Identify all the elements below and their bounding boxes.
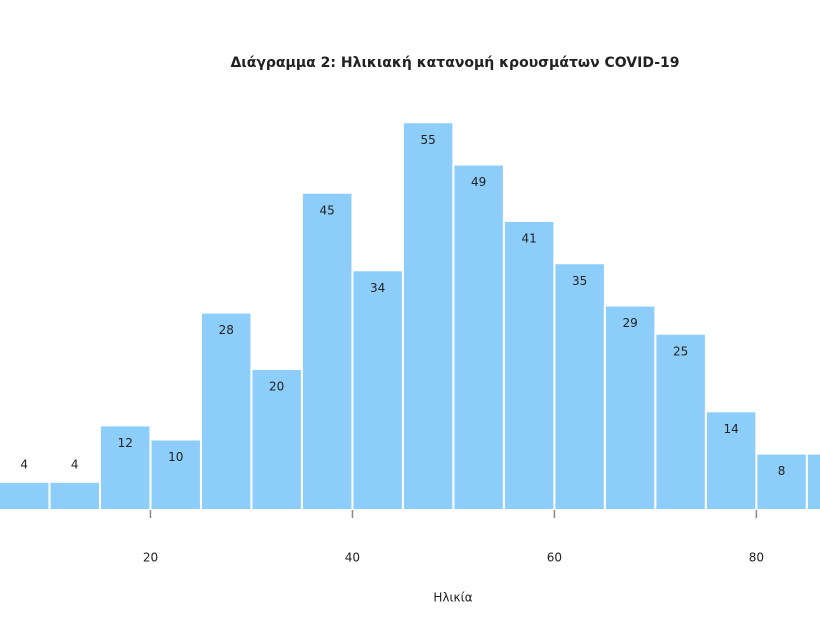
bar	[250, 368, 303, 511]
bar	[755, 452, 808, 512]
chart-title: Διάγραμμα 2: Ηλικιακή κατανομή κρουσμάτω…	[230, 55, 679, 71]
x-tick-label: 20	[143, 551, 158, 565]
value-label: 41	[522, 231, 537, 245]
bar	[502, 219, 556, 511]
bar	[452, 163, 505, 512]
bar	[0, 480, 51, 511]
value-label: 29	[623, 316, 638, 330]
x-tick-label: 80	[749, 551, 764, 565]
value-label: 10	[168, 450, 183, 464]
bar	[199, 311, 253, 511]
bar	[48, 480, 101, 511]
bar	[149, 438, 202, 511]
value-label: 12	[118, 436, 133, 450]
value-label: 4	[71, 457, 79, 471]
value-label: 49	[471, 175, 486, 189]
value-label: 55	[421, 133, 436, 147]
x-tick-label: 40	[345, 551, 360, 565]
value-label: 14	[723, 422, 738, 436]
value-label: 4	[20, 457, 28, 471]
value-label: 28	[219, 323, 234, 337]
x-axis-label: Ηλικία	[433, 591, 472, 605]
value-label: 45	[320, 203, 335, 217]
value-label: 34	[370, 281, 385, 295]
bar	[300, 191, 354, 511]
value-label: 25	[673, 344, 688, 358]
bar	[553, 262, 606, 511]
bar	[603, 304, 657, 511]
value-label: 35	[572, 274, 587, 288]
bar	[654, 332, 707, 511]
bar	[351, 269, 404, 511]
x-tick-label: 60	[547, 551, 562, 565]
value-label: 8	[778, 464, 786, 478]
value-label: 20	[269, 380, 284, 394]
bar	[805, 452, 820, 512]
bar	[401, 121, 455, 511]
